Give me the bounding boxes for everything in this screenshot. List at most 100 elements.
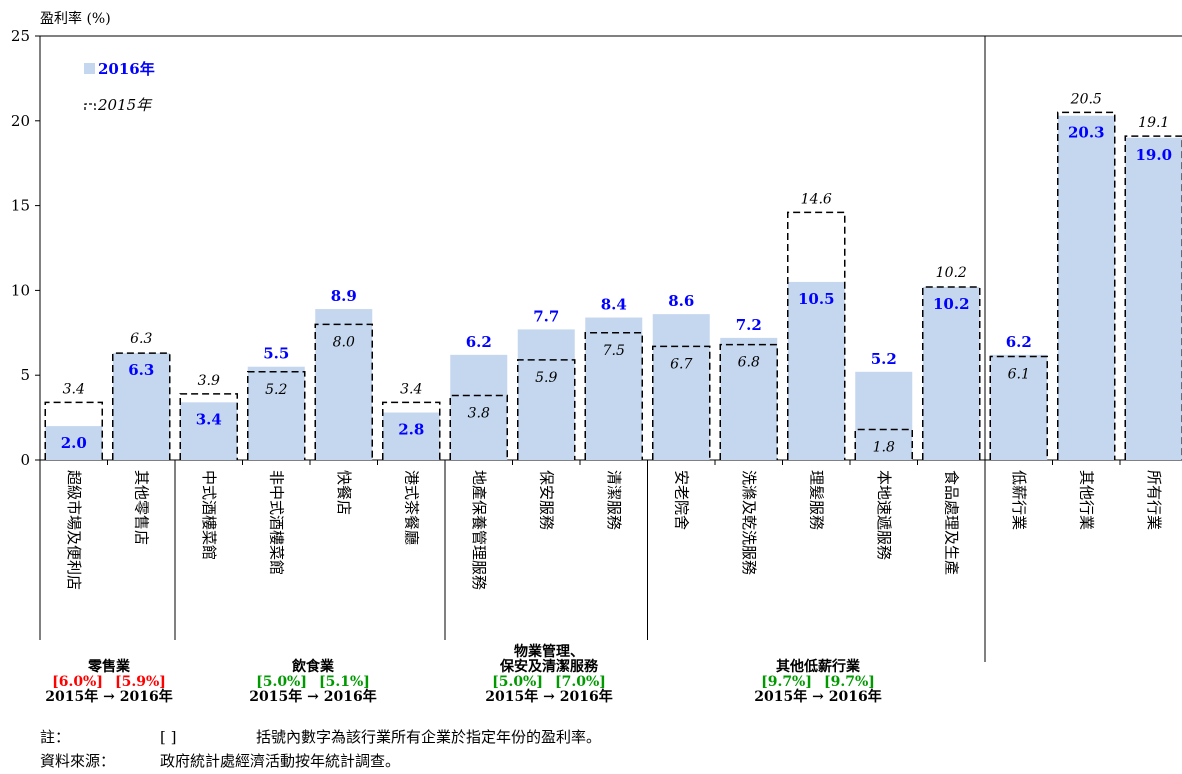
bar-2016 bbox=[517, 329, 575, 460]
group-name: 飲食業 bbox=[292, 659, 334, 675]
data-label-2015: 5.9 bbox=[535, 370, 557, 386]
data-label-2015: 7.5 bbox=[603, 343, 625, 359]
x-category-label: 其他行業 bbox=[1077, 470, 1095, 530]
rate-2015: [9.7%] bbox=[761, 674, 812, 690]
bar-2016 bbox=[990, 354, 1048, 460]
x-category-label: 低薪行業 bbox=[1010, 470, 1028, 530]
source-line: 資料來源： 政府統計處經濟活動按年統計調查。 bbox=[40, 750, 400, 771]
bar-2015-outline bbox=[112, 352, 171, 460]
bar-2015-outline bbox=[517, 359, 576, 460]
legend-swatch-2015 bbox=[84, 103, 96, 110]
bar-2015-outline bbox=[247, 371, 306, 460]
group-rates: [6.0%] [5.9%] bbox=[40, 675, 178, 690]
data-label-2015: 1.8 bbox=[873, 439, 895, 455]
bar-2016 bbox=[922, 287, 980, 460]
bar-2016 bbox=[652, 314, 710, 460]
x-category-label: 快餐店 bbox=[335, 470, 353, 515]
data-label-2016: 6.2 bbox=[1006, 333, 1032, 351]
legend-label-2016: 2016年 bbox=[98, 60, 155, 78]
rate-2015: [5.0%] bbox=[492, 674, 543, 690]
data-label-2015: 3.9 bbox=[198, 373, 220, 389]
y-axis-title: 盈利率 (%) bbox=[40, 11, 111, 27]
rate-2015: [5.0%] bbox=[256, 674, 307, 690]
data-label-2015: 14.6 bbox=[801, 191, 832, 207]
bar-2015-outline bbox=[44, 401, 103, 460]
group-retail: 零售業 [6.0%] [5.9%] 2015年 → 2016年 bbox=[40, 660, 178, 705]
bar-2016 bbox=[247, 366, 305, 460]
x-category-label: 安老院舍 bbox=[672, 470, 690, 530]
group-property: 物業管理、 保安及清潔服務 [5.0%] [7.0%] 2015年 → 2016年 bbox=[448, 645, 650, 705]
data-label-2016: 8.4 bbox=[601, 296, 627, 314]
x-category-label: 洗滌及乾洗服務 bbox=[740, 470, 758, 575]
data-label-2015: 3.4 bbox=[400, 381, 422, 397]
group-years: 2015年 → 2016年 bbox=[249, 689, 377, 705]
y-tick-label: 25 bbox=[11, 27, 30, 45]
bar-2016 bbox=[112, 353, 170, 460]
data-label-2016: 8.6 bbox=[668, 292, 694, 310]
bar-2016 bbox=[787, 281, 845, 460]
data-label-2015: 8.0 bbox=[333, 334, 355, 350]
x-category-label: 理髮服務 bbox=[807, 470, 825, 530]
bar-2015-outline bbox=[314, 323, 373, 460]
group-name: 零售業 bbox=[88, 659, 130, 675]
bar-2015-outline bbox=[787, 211, 846, 460]
bar-2016 bbox=[45, 426, 103, 460]
bar-2015-outline bbox=[652, 345, 711, 460]
bar-2016 bbox=[1125, 137, 1182, 460]
data-label-2016: 19.0 bbox=[1135, 146, 1172, 164]
data-label-2015: 6.1 bbox=[1008, 367, 1030, 383]
group-food: 飲食業 [5.0%] [5.1%] 2015年 → 2016年 bbox=[178, 660, 448, 705]
data-label-2015: 3.8 bbox=[468, 406, 490, 422]
rate-2016: [9.7%] bbox=[824, 674, 875, 690]
bar-2016 bbox=[382, 412, 440, 460]
group-name: 物業管理、 保安及清潔服務 bbox=[448, 645, 650, 675]
data-label-2016: 7.7 bbox=[533, 307, 559, 325]
data-label-2016: 6.3 bbox=[128, 361, 154, 379]
bar-2015-outline bbox=[449, 394, 508, 460]
note-label: 註： bbox=[40, 728, 71, 746]
x-category-label: 其他零售店 bbox=[132, 470, 150, 545]
note-text: 括號內數字為該行業所有企業於指定年份的盈利率。 bbox=[256, 728, 602, 746]
x-category-label: 所有行業 bbox=[1145, 470, 1163, 530]
group-years: 2015年 → 2016年 bbox=[45, 689, 173, 705]
data-label-2016: 7.2 bbox=[736, 316, 762, 334]
data-label-2016: 5.2 bbox=[871, 350, 897, 368]
data-label-2016: 6.2 bbox=[466, 333, 492, 351]
y-tick-label: 0 bbox=[20, 451, 30, 469]
group-name-text: 物業管理、 保安及清潔服務 bbox=[500, 644, 598, 675]
bar-2015-outline bbox=[382, 401, 441, 460]
source-text: 政府統計處經濟活動按年統計調查。 bbox=[160, 752, 401, 770]
data-label-2015: 20.5 bbox=[1070, 91, 1102, 107]
legend-label-2015: 2015年 bbox=[97, 96, 153, 114]
x-category-label: 食品處理及生產 bbox=[942, 470, 960, 575]
group-rates: [5.0%] [5.1%] bbox=[178, 675, 448, 690]
legend-swatch-2016 bbox=[84, 63, 95, 74]
rate-2016: [7.0%] bbox=[555, 674, 606, 690]
source-label: 資料來源： bbox=[40, 752, 116, 770]
data-label-2016: 2.0 bbox=[61, 434, 87, 452]
group-rates: [9.7%] [9.7%] bbox=[650, 675, 986, 690]
group-rates: [5.0%] [7.0%] bbox=[448, 675, 650, 690]
data-label-2016: 5.5 bbox=[263, 345, 289, 363]
bar-2015-outline bbox=[179, 393, 238, 460]
data-label-2015: 19.1 bbox=[1138, 115, 1169, 131]
bar-2016 bbox=[855, 371, 913, 460]
data-label-2015: 6.7 bbox=[670, 356, 692, 372]
data-label-2015: 5.2 bbox=[265, 382, 287, 398]
bar-2015-outline bbox=[1124, 135, 1182, 460]
data-label-2015: 6.3 bbox=[130, 331, 152, 347]
x-category-label: 超級市場及便利店 bbox=[65, 470, 83, 590]
x-category-label: 地產保養管理服務 bbox=[470, 470, 488, 590]
bar-2016 bbox=[450, 354, 508, 460]
x-category-label: 清潔服務 bbox=[605, 470, 623, 530]
data-label-2016: 8.9 bbox=[331, 287, 357, 305]
note-line: 註： [ ] 括號內數字為該行業所有企業於指定年份的盈利率。 bbox=[40, 726, 601, 747]
data-label-2015: 10.2 bbox=[936, 265, 967, 281]
bar-2015-outline bbox=[989, 355, 1048, 460]
y-tick-label: 5 bbox=[20, 366, 30, 384]
rate-2016: [5.9%] bbox=[115, 674, 166, 690]
data-label-2016: 10.5 bbox=[798, 290, 835, 308]
x-category-label: 港式茶餐廳 bbox=[402, 470, 420, 545]
bar-2015-outline bbox=[1057, 111, 1116, 460]
y-tick-label: 10 bbox=[11, 281, 30, 299]
